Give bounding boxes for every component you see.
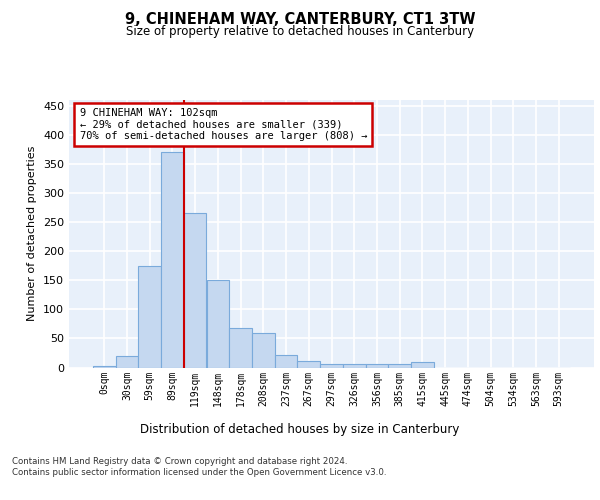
Bar (184, 214, 206, 368)
Text: 9 CHINEHAM WAY: 102sqm
← 29% of detached houses are smaller (339)
70% of semi-de: 9 CHINEHAM WAY: 102sqm ← 29% of detached… (79, 108, 367, 141)
Bar (139, 266, 161, 368)
Bar (388, 364, 411, 368)
Y-axis label: Number of detached properties: Number of detached properties (28, 146, 37, 322)
Bar (320, 364, 343, 368)
Text: Distribution of detached houses by size in Canterbury: Distribution of detached houses by size … (140, 422, 460, 436)
Text: Size of property relative to detached houses in Canterbury: Size of property relative to detached ho… (126, 25, 474, 38)
Bar (252, 332, 275, 368)
Bar (365, 364, 388, 368)
Bar (343, 364, 365, 368)
Bar (275, 354, 298, 368)
Bar (161, 152, 184, 368)
Text: Contains HM Land Registry data © Crown copyright and database right 2024.
Contai: Contains HM Land Registry data © Crown c… (12, 458, 386, 477)
Bar (229, 328, 252, 368)
Bar (93, 366, 116, 368)
Text: 9, CHINEHAM WAY, CANTERBURY, CT1 3TW: 9, CHINEHAM WAY, CANTERBURY, CT1 3TW (125, 12, 475, 28)
Bar (206, 280, 229, 368)
Bar (298, 360, 320, 368)
Bar (411, 362, 434, 368)
Bar (116, 356, 139, 368)
